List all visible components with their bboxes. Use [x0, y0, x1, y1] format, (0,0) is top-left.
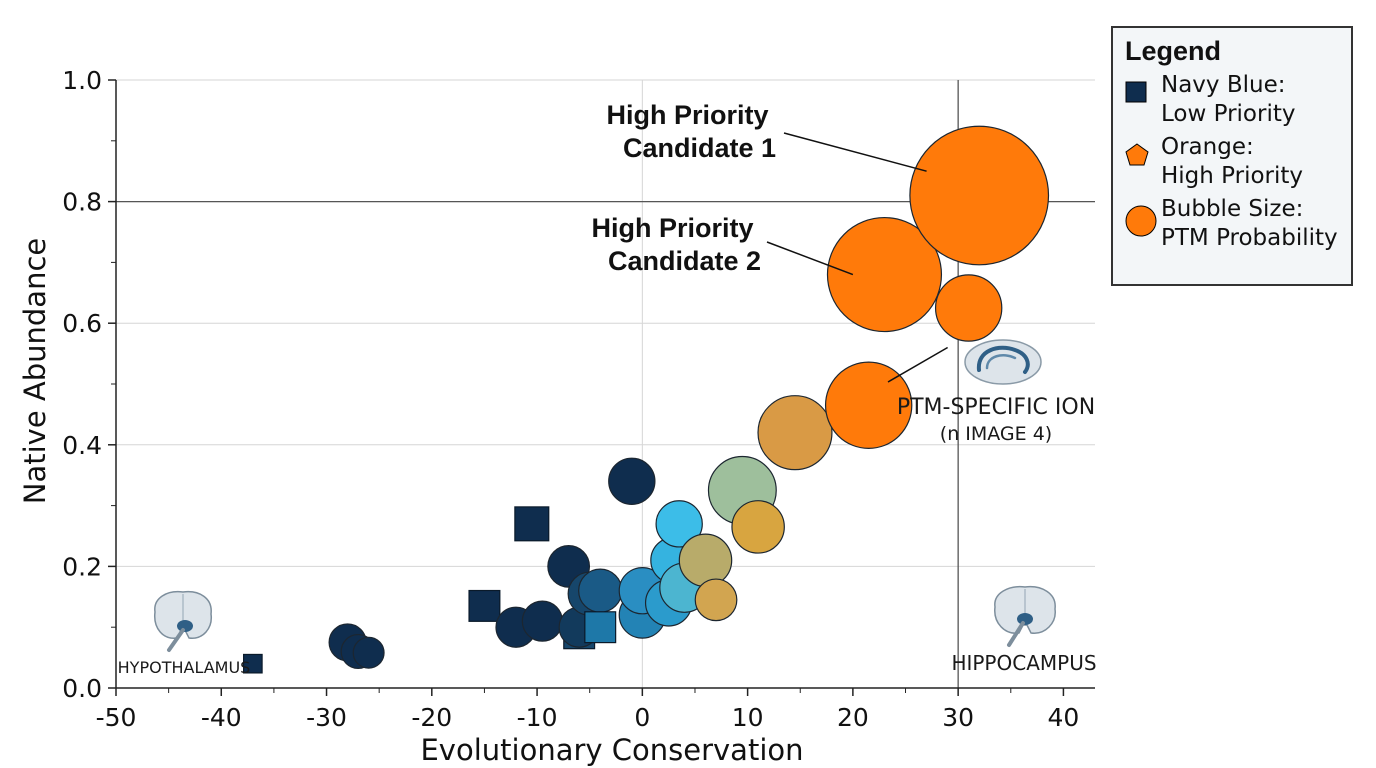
x-tick-label-6: 10: [732, 703, 764, 732]
x-axis-title: Evolutionary Conservation: [420, 733, 803, 767]
data-point-7: [514, 506, 550, 542]
data-point-27: [826, 216, 943, 333]
annotation-leader-1: [766, 241, 854, 276]
annotation-candidate-1-line-2: Candidate 1: [623, 133, 776, 163]
x-tick-label-2: -30: [306, 703, 347, 732]
y-axis-title: Native Abundance: [18, 238, 52, 504]
data-point-19: [655, 500, 703, 548]
legend-square-icon: [1125, 81, 1147, 103]
data-point-21: [678, 533, 733, 588]
legend-label-low-priority: Navy Blue: Low Priority: [1161, 72, 1296, 127]
data-points: [243, 125, 1050, 674]
tick-labels: -50 -40 -30 -20 -10 0 10 20 30 40 0.0 0.2 0.4 0.6 0.8 1…: [62, 66, 1079, 732]
y-tick-label-5: 1.0: [62, 66, 102, 95]
data-point-14: [608, 457, 656, 505]
legend-pentagon-icon: [1125, 143, 1149, 166]
legend-label-high-priority: Orange: High Priority: [1161, 134, 1304, 189]
data-point-3: [352, 636, 385, 669]
data-point-26: [824, 361, 913, 450]
axes: [108, 79, 1095, 696]
annotation-candidate-2-line-2: Candidate 2: [608, 246, 761, 276]
annotation-image-ref: (n IMAGE 4): [940, 423, 1052, 445]
data-point-28: [934, 274, 1003, 342]
annotation-candidate-2: High Priority Candidate 2: [591, 213, 761, 276]
hippocampus-icon: [964, 339, 1042, 385]
y-tick-label-1: 0.2: [62, 552, 102, 581]
annotations: High Priority Candidate 1 High Priority …: [118, 100, 1097, 677]
brain-icons: [154, 339, 1056, 652]
x-tick-label-5: 0: [634, 703, 650, 732]
data-point-22: [694, 578, 738, 622]
brain-hippocampus-icon: [994, 585, 1056, 647]
y-tick-label-3: 0.6: [62, 309, 102, 338]
x-tick-label-1: -40: [201, 703, 242, 732]
annotation-candidate-1: High Priority Candidate 1: [606, 100, 776, 163]
annotation-hypothalamus: HYPOTHALAMUS: [118, 658, 251, 677]
legend-item-bubble-size: Bubble Size: PTM Probability: [1125, 195, 1339, 253]
y-tick-label-0: 0.0: [62, 674, 102, 703]
legend-item-high-priority: Orange: High Priority: [1125, 133, 1339, 191]
data-point-13: [584, 611, 617, 644]
legend: Legend Navy Blue: Low Priority Orange: H…: [1111, 26, 1353, 286]
y-tick-label-2: 0.4: [62, 431, 102, 460]
data-point-24: [731, 500, 785, 554]
x-tick-label-3: -20: [411, 703, 452, 732]
legend-title: Legend: [1125, 36, 1222, 66]
data-point-4: [468, 589, 501, 622]
legend-circle-icon: [1125, 205, 1157, 237]
y-tick-label-4: 0.8: [62, 188, 102, 217]
annotation-leader-0: [783, 132, 927, 172]
annotation-leader-2: [887, 346, 948, 383]
annotation-leaders: [766, 132, 948, 383]
data-point-0: [243, 653, 263, 674]
x-tick-label-8: 30: [942, 703, 974, 732]
annotation-hippocampus: HIPPOCAMPUS: [951, 651, 1096, 675]
brain-hypothalamus-icon: [154, 590, 212, 652]
data-point-12: [578, 568, 623, 613]
annotation-ptm-specific-ion: PTM-SPECIFIC ION: [897, 395, 1095, 420]
legend-item-low-priority: Navy Blue: Low Priority: [1125, 71, 1339, 129]
data-point-25: [757, 395, 833, 471]
annotation-candidate-1-line-1: High Priority: [606, 100, 768, 130]
x-tick-label-9: 40: [1048, 703, 1080, 732]
data-point-29: [909, 125, 1050, 266]
x-tick-label-7: 20: [837, 703, 869, 732]
annotation-candidate-2-line-1: High Priority: [591, 213, 753, 243]
x-tick-label-0: -50: [96, 703, 137, 732]
legend-label-bubble-size: Bubble Size: PTM Probability: [1161, 196, 1338, 251]
x-tick-label-4: -10: [517, 703, 558, 732]
data-point-6: [521, 600, 563, 642]
